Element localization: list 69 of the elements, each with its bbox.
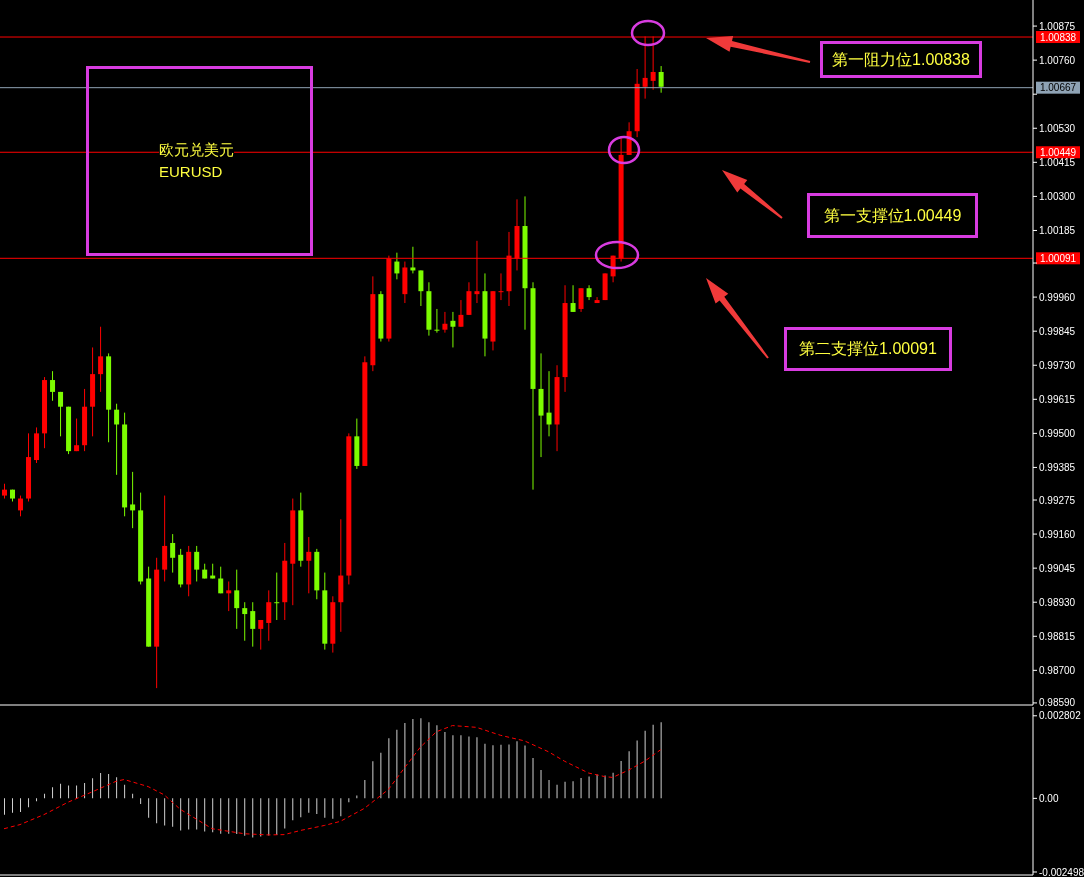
y-tick-label: 1.00415	[1039, 156, 1076, 168]
y-tick-label: 0.002802	[1039, 710, 1082, 722]
y-tick-label: 1.00760	[1039, 54, 1076, 66]
line-series	[3, 725, 662, 836]
y-tick-label: 0.99385	[1039, 461, 1076, 473]
candlestick	[234, 569, 240, 630]
candlestick	[98, 326, 104, 393]
y-tick-label: 0.98815	[1039, 630, 1076, 642]
candlestick	[442, 311, 448, 334]
y-tick-label: 1.00875	[1039, 20, 1076, 32]
annotation: 第二支撑位1.00091	[799, 338, 937, 360]
candlestick	[306, 536, 312, 594]
y-tick-label: 0.99730	[1039, 359, 1076, 371]
candlestick	[274, 572, 280, 621]
y-tick-label: 0.99045	[1039, 562, 1076, 574]
y-tick-label: 0.99960	[1039, 291, 1076, 303]
annotation: 第一阻力位1.00838	[832, 48, 970, 71]
y-tick-label: 0.98590	[1039, 697, 1076, 709]
candlestick	[498, 272, 504, 301]
y-tick-label: 0.99845	[1039, 325, 1076, 337]
candlestick	[162, 495, 168, 582]
candlestick	[226, 580, 232, 612]
candlestick	[434, 308, 440, 334]
candlestick	[74, 418, 80, 452]
ref-line-label: 1.00449	[1039, 146, 1077, 158]
y-tick-label: 1.00185	[1039, 225, 1076, 237]
candlestick	[394, 252, 400, 280]
y-tick-label: 1.00300	[1039, 190, 1076, 202]
annotation: 欧元兑美元	[159, 139, 234, 161]
candlestick	[658, 65, 664, 94]
candlestick	[58, 391, 64, 437]
candlestick	[418, 269, 424, 307]
candlestick	[218, 566, 224, 594]
label-frame: 第一阻力位1.00838	[820, 41, 982, 78]
y-tick-label: 0.99160	[1039, 528, 1076, 540]
label-frame: 欧元兑美元 EURUSD	[86, 66, 313, 256]
label-frame: 第一支撑位1.00449	[807, 193, 978, 238]
label-frame: 第二支撑位1.00091	[784, 327, 952, 371]
candlestick	[250, 601, 256, 648]
candlestick	[594, 296, 600, 304]
candlestick	[170, 533, 176, 574]
candlestick	[130, 471, 136, 529]
y-tick-label: -0.002498	[1039, 866, 1084, 877]
candlestick	[194, 545, 200, 582]
y-tick-label: 0.99275	[1039, 494, 1076, 506]
y-tick-label: 0.00	[1039, 792, 1059, 804]
y-tick-label: 0.99500	[1039, 427, 1076, 439]
candlestick	[546, 370, 552, 437]
ref-line-label: 1.00667	[1039, 82, 1077, 94]
annotation: EURUSD	[159, 161, 223, 183]
candlestick	[570, 284, 576, 313]
y-tick-label: 0.98700	[1039, 664, 1076, 676]
candlestick	[266, 589, 272, 642]
candlestick	[578, 287, 584, 313]
y-tick-label: 1.00530	[1039, 122, 1076, 134]
candlestick	[450, 311, 456, 348]
candlestick	[242, 601, 248, 642]
candlestick	[458, 299, 464, 328]
candlestick	[258, 619, 264, 651]
y-tick-label: 0.98930	[1039, 596, 1076, 608]
y-tick-label: 0.99615	[1039, 393, 1076, 405]
candlestick	[50, 370, 56, 402]
candlestick	[466, 281, 472, 316]
annotation: 第一支撑位1.00449	[823, 204, 962, 227]
candlestick	[18, 495, 24, 517]
ref-line-label: 1.00838	[1039, 31, 1077, 43]
candlestick	[114, 403, 120, 476]
candlestick	[410, 246, 416, 274]
ref-line-label: 1.00091	[1039, 252, 1077, 264]
